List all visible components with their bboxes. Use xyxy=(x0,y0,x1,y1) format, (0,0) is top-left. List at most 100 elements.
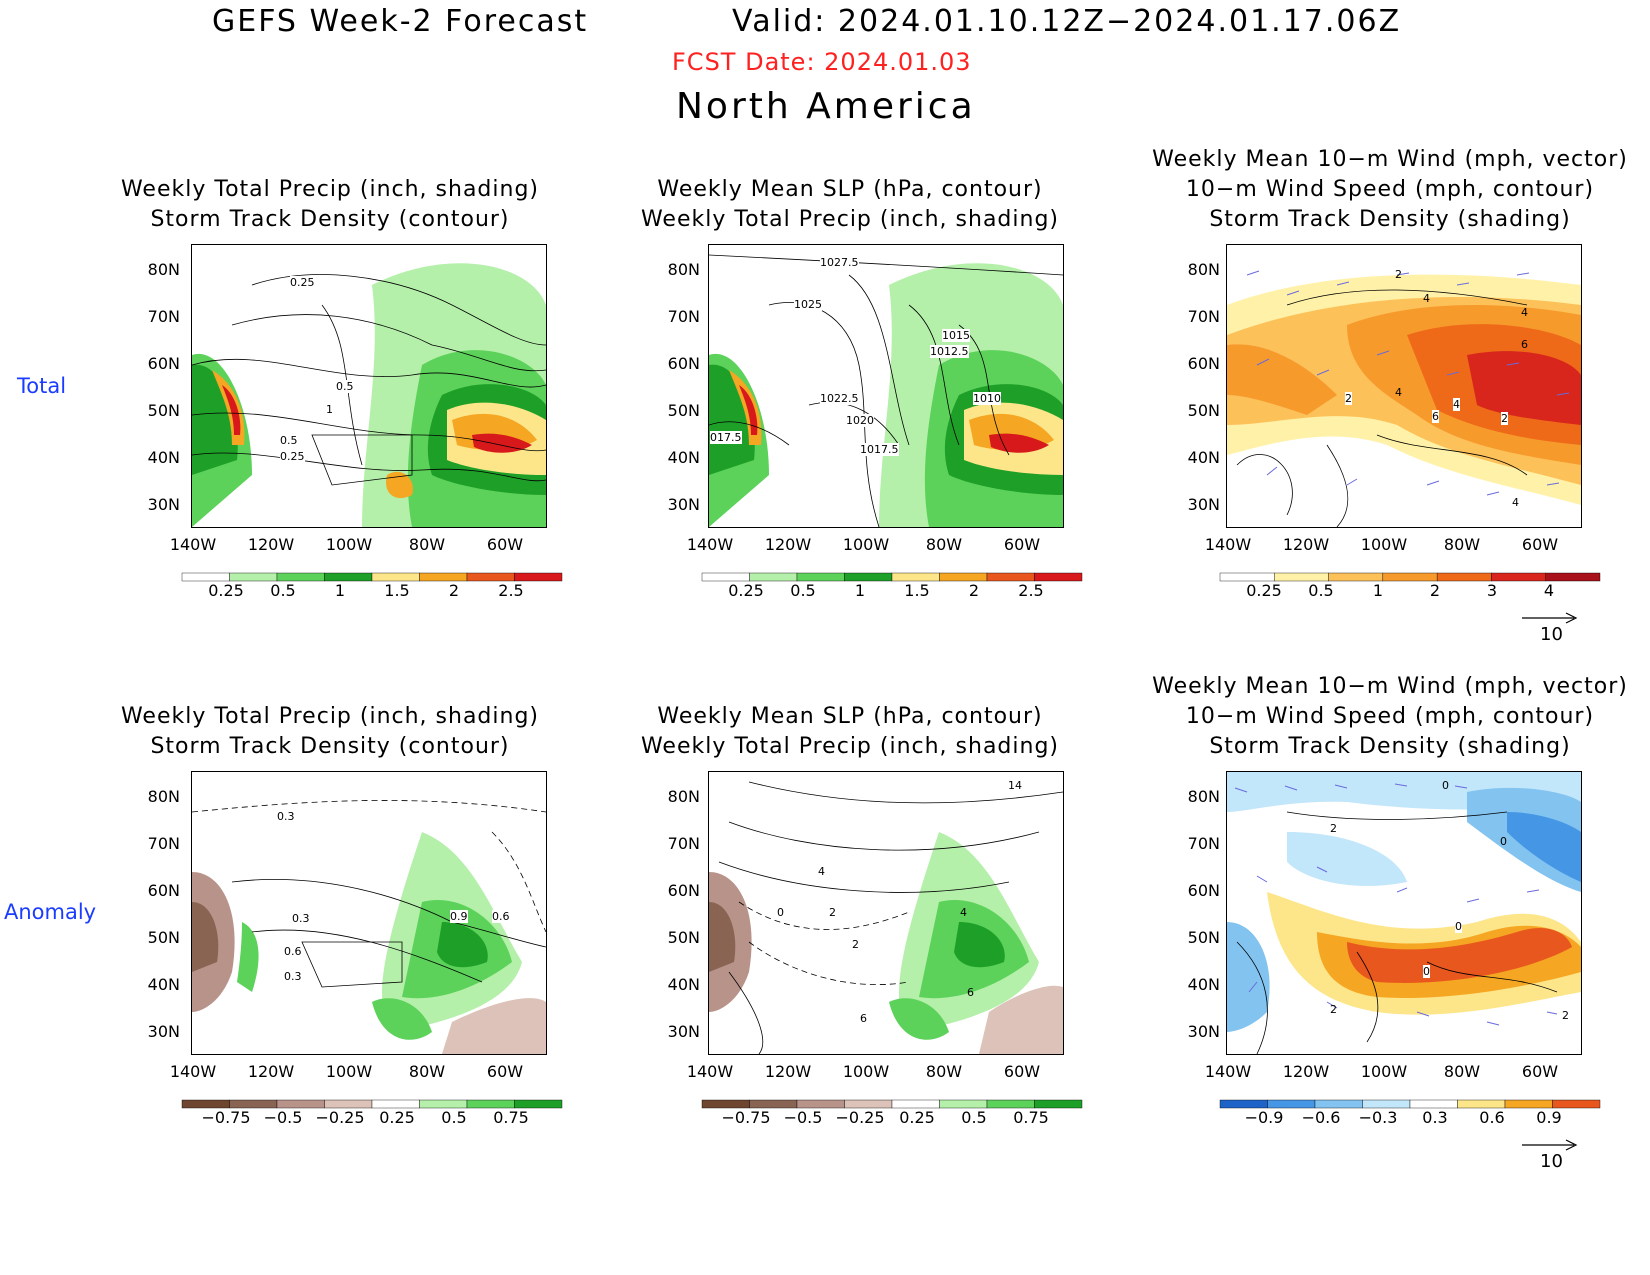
colorbar-swatch xyxy=(419,572,468,582)
colorbar-swatch xyxy=(276,572,325,582)
colorbar-swatches xyxy=(1219,572,1601,582)
lat-tick-label: 60N xyxy=(1187,354,1220,373)
colorbar-label: 0.3 xyxy=(1422,1108,1448,1127)
panel-3-title-line2: 10−m Wind Speed (mph, contour) xyxy=(1185,177,1595,202)
colorbar-storm-total xyxy=(1210,570,1610,584)
lon-tick-label: 120W xyxy=(764,1062,812,1081)
colorbar-swatch xyxy=(1552,1099,1601,1109)
colorbar-swatch xyxy=(1409,1099,1458,1109)
panel-6-title: Weekly Mean 10−m Wind (mph, vector) 10−m… xyxy=(1140,672,1640,762)
colorbar-label: 2.5 xyxy=(498,581,524,600)
colorbar-swatch xyxy=(939,572,988,582)
lon-tick-label: 140W xyxy=(686,535,734,554)
colorbar-swatch xyxy=(324,1099,373,1109)
lon-tick-label: 80W xyxy=(408,1062,446,1081)
contour-label: 4 xyxy=(1423,292,1430,305)
contour-label: 4 xyxy=(818,865,825,878)
colorbar-swatch xyxy=(514,1099,563,1109)
contour-label: 0 xyxy=(1423,965,1430,978)
colorbar-swatch xyxy=(891,1099,940,1109)
colorbar-swatch xyxy=(1436,572,1492,582)
contour-label: 1015 xyxy=(942,329,970,342)
colorbar-label: 0.25 xyxy=(379,1108,415,1127)
contour-label: 4 xyxy=(1512,496,1519,509)
panel-1-title-line1: Weekly Total Precip (inch, shading) xyxy=(120,177,540,202)
panel-1-title-line2: Storm Track Density (contour) xyxy=(150,207,510,232)
lat-tick-label: 60N xyxy=(667,881,700,900)
lat-tick-label: 60N xyxy=(667,354,700,373)
contour-label: 0.5 xyxy=(336,380,354,393)
lat-tick-label: 40N xyxy=(1187,975,1220,994)
colorbar-swatch xyxy=(419,1099,468,1109)
map-total-slp xyxy=(708,244,1064,528)
contour-label: 1 xyxy=(326,403,333,416)
lat-tick-label: 50N xyxy=(1187,928,1220,947)
colorbar-swatch xyxy=(514,572,563,582)
contour-label: 017.5 xyxy=(710,431,742,444)
colorbar-swatch xyxy=(796,1099,845,1109)
map-anom-precip xyxy=(191,771,547,1055)
lat-tick-label: 70N xyxy=(1187,834,1220,853)
colorbar-swatch xyxy=(371,1099,420,1109)
colorbar-label: 4 xyxy=(1543,581,1555,600)
lon-tick-label: 60W xyxy=(486,1062,524,1081)
contour-label: 2 xyxy=(1395,268,1402,281)
map-anom-wind xyxy=(1226,771,1582,1055)
panel-5-title: Weekly Mean SLP (hPa, contour) Weekly To… xyxy=(630,702,1070,762)
contour-label: 6 xyxy=(1521,338,1528,351)
colorbar-label: 0.5 xyxy=(441,1108,467,1127)
contour-label: 0.25 xyxy=(280,450,305,463)
colorbar-label: 1 xyxy=(854,581,866,600)
contour-label: 1022.5 xyxy=(820,392,859,405)
colorbar-label: −0.25 xyxy=(315,1108,365,1127)
colorbar-swatch xyxy=(1267,1099,1316,1109)
lat-tick-label: 70N xyxy=(667,307,700,326)
contour-label: 1012.5 xyxy=(930,345,969,358)
lon-tick-label: 60W xyxy=(1521,535,1559,554)
valid-period: Valid: 2024.01.10.12Z−2024.01.17.06Z xyxy=(732,4,1402,39)
lon-tick-label: 80W xyxy=(925,535,963,554)
colorbar-label: −0.9 xyxy=(1244,1108,1284,1127)
forecast-date: FCST Date: 2024.01.03 xyxy=(672,48,972,76)
contour-label: 0.9 xyxy=(450,910,468,923)
colorbar-swatch xyxy=(1545,572,1601,582)
contour-label: 2 xyxy=(1330,1003,1337,1016)
lon-tick-label: 80W xyxy=(925,1062,963,1081)
colorbar-label: 0.5 xyxy=(270,581,296,600)
colorbar-label: −0.75 xyxy=(721,1108,771,1127)
lat-tick-label: 40N xyxy=(147,975,180,994)
contour-label: 1020 xyxy=(846,414,874,427)
contour-label: 2 xyxy=(1562,1009,1569,1022)
lat-tick-label: 50N xyxy=(147,928,180,947)
lon-tick-label: 100W xyxy=(1360,535,1408,554)
panel-4-title-line2: Storm Track Density (contour) xyxy=(150,734,510,759)
lon-tick-label: 100W xyxy=(842,1062,890,1081)
contour-label: 1027.5 xyxy=(820,256,859,269)
colorbar-label: 0.25 xyxy=(728,581,764,600)
contour-label: 0.6 xyxy=(492,910,510,923)
lon-tick-label: 60W xyxy=(1521,1062,1559,1081)
colorbar-swatch xyxy=(229,1099,278,1109)
contour-label: 0 xyxy=(1500,835,1507,848)
colorbar-label: 1 xyxy=(334,581,346,600)
lat-tick-label: 40N xyxy=(667,975,700,994)
colorbar-label: 0.5 xyxy=(790,581,816,600)
colorbar-label: 0.25 xyxy=(1246,581,1282,600)
contour-label: 0 xyxy=(777,906,784,919)
lat-tick-label: 80N xyxy=(667,787,700,806)
lon-tick-label: 140W xyxy=(686,1062,734,1081)
panel-6-title-line2: 10−m Wind Speed (mph, contour) xyxy=(1185,704,1595,729)
wind-reference-label: 10 xyxy=(1540,624,1563,645)
colorbar-precip-anom-2 xyxy=(692,1097,1092,1111)
colorbar-label: 2.5 xyxy=(1018,581,1044,600)
colorbar-label: −0.5 xyxy=(263,1108,303,1127)
row-label-total: Total xyxy=(17,374,67,398)
panel-3-title-line1: Weekly Mean 10−m Wind (mph, vector) xyxy=(1152,147,1628,172)
lat-tick-label: 60N xyxy=(147,354,180,373)
colorbar-swatch xyxy=(939,1099,988,1109)
colorbar-swatches xyxy=(701,572,1083,582)
colorbar-label: 2 xyxy=(968,581,980,600)
contour-label: 1010 xyxy=(973,392,1001,405)
contour-label: 0 xyxy=(1442,779,1449,792)
lat-tick-label: 50N xyxy=(1187,401,1220,420)
